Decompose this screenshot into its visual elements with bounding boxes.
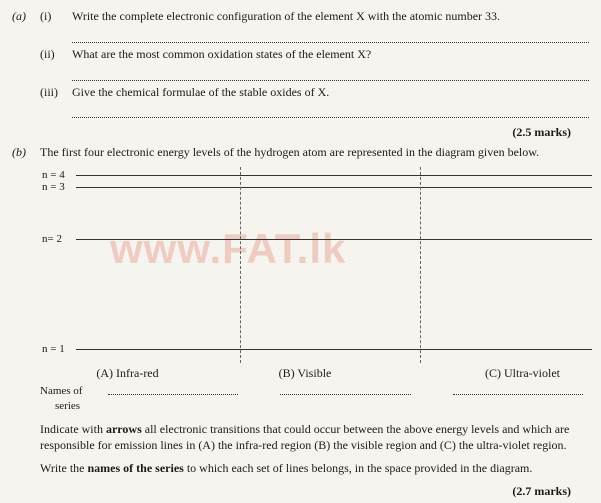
subpart-label: (ii) xyxy=(40,46,72,63)
level-label: n = 1 xyxy=(42,342,65,357)
subpart-text: Give the chemical formulae of the stable… xyxy=(72,84,589,101)
series-blank-a xyxy=(108,384,238,395)
region-c-label: (C) Ultra-violet xyxy=(395,365,570,382)
subpart-a-i: (i) Write the complete electronic config… xyxy=(40,8,589,25)
answer-line xyxy=(72,106,589,118)
series-blank-c xyxy=(453,384,583,395)
series-blank-b xyxy=(280,384,410,395)
region-separator xyxy=(240,167,241,363)
part-b-label: (b) xyxy=(12,144,40,503)
answer-line xyxy=(72,69,589,81)
energy-level-line xyxy=(76,239,592,240)
energy-diagram: n = 4n = 3n= 2n = 1 xyxy=(40,167,589,363)
level-label: n= 2 xyxy=(42,232,62,247)
instruction-1: Indicate with arrows all electronic tran… xyxy=(40,421,589,455)
answer-line xyxy=(72,31,589,43)
energy-level-line xyxy=(76,349,592,350)
energy-level-line xyxy=(76,175,592,176)
part-a-iii-row: (iii) Give the chemical formulae of the … xyxy=(12,84,589,103)
part-a-ii-row: (ii) What are the most common oxidation … xyxy=(12,46,589,65)
part-b: (b) The first four electronic energy lev… xyxy=(12,144,589,503)
subpart-text: What are the most common oxidation state… xyxy=(72,46,589,63)
subpart-label: (iii) xyxy=(40,84,72,101)
region-separator xyxy=(420,167,421,363)
part-a-label: (a) xyxy=(12,8,40,27)
energy-level-line xyxy=(76,187,592,188)
names-row: Names of xyxy=(40,384,589,399)
region-a-label: (A) Infra-red xyxy=(40,365,215,382)
marks-a: (2.5 marks) xyxy=(12,124,589,141)
part-a: (a) (i) Write the complete electronic co… xyxy=(12,8,589,27)
subpart-a-iii: (iii) Give the chemical formulae of the … xyxy=(40,84,589,101)
level-label: n = 3 xyxy=(42,180,65,195)
region-b-label: (B) Visible xyxy=(215,365,395,382)
marks-b: (2.7 marks) xyxy=(40,483,589,500)
instruction-2: Write the names of the series to which e… xyxy=(40,460,589,477)
subpart-label: (i) xyxy=(40,8,72,25)
subpart-text: Write the complete electronic configurat… xyxy=(72,8,589,25)
subpart-a-ii: (ii) What are the most common oxidation … xyxy=(40,46,589,63)
region-labels-row: (A) Infra-red (B) Visible (C) Ultra-viol… xyxy=(40,365,589,382)
series-label: series xyxy=(55,399,589,414)
names-of-label: Names of xyxy=(40,384,102,399)
part-b-intro: The first four electronic energy levels … xyxy=(40,144,589,161)
